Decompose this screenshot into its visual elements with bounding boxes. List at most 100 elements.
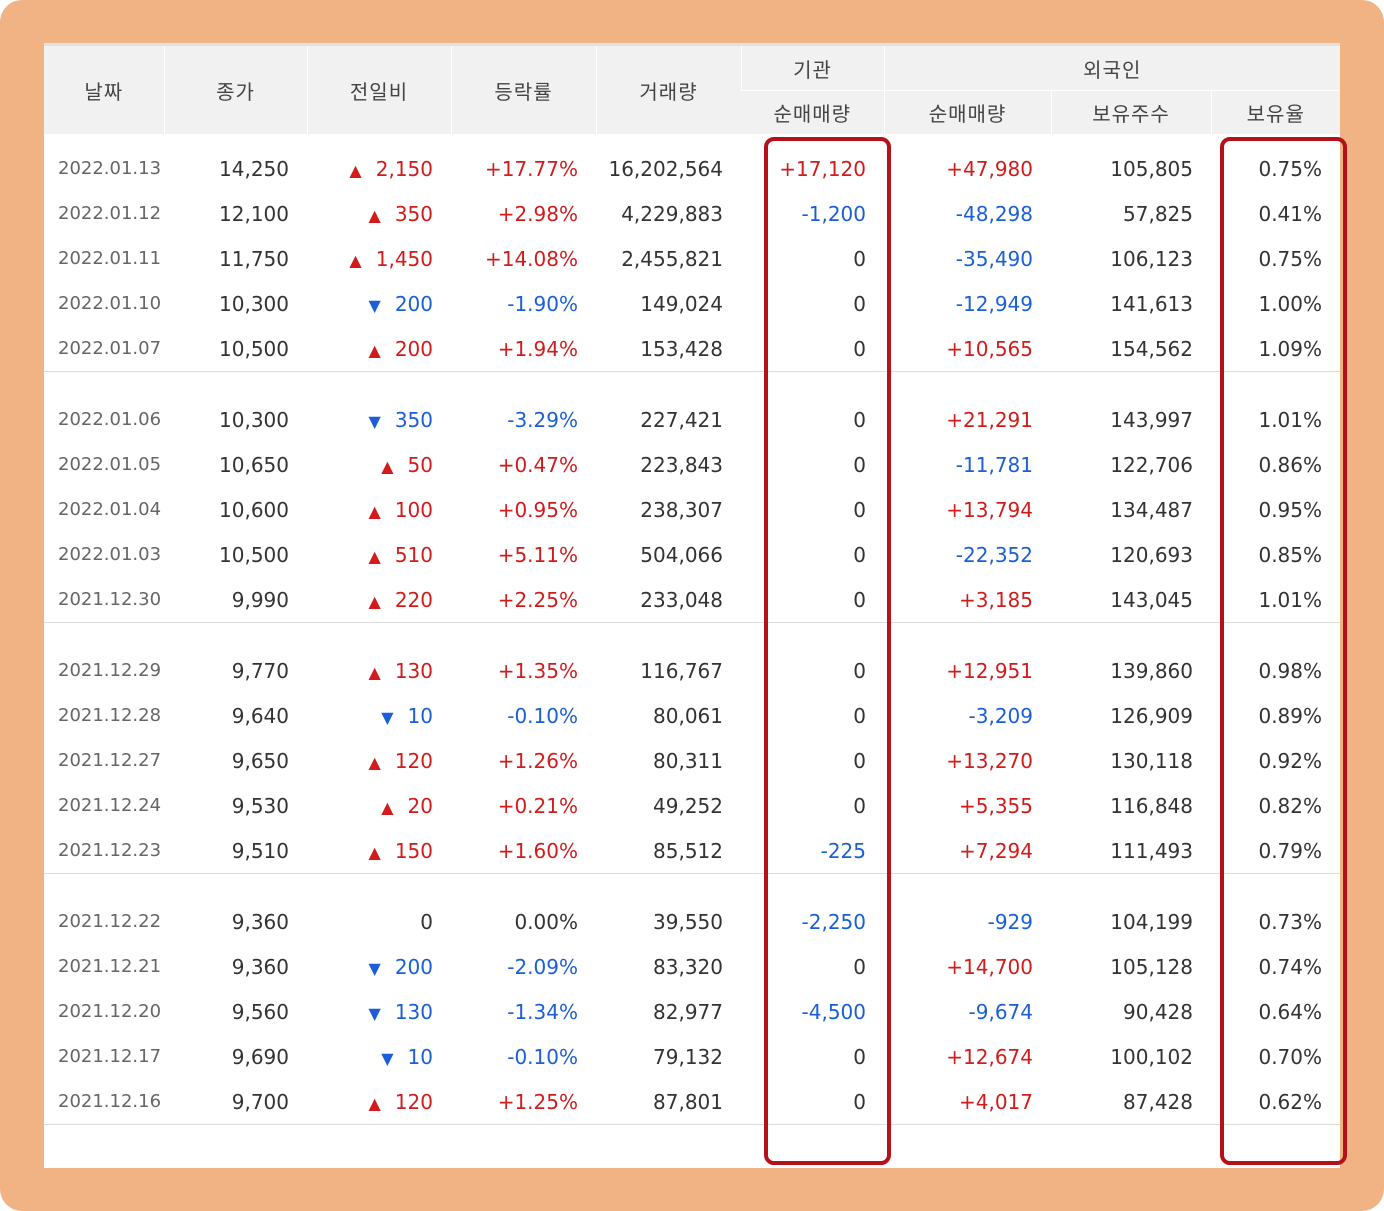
cell-rate: +0.95% bbox=[497, 497, 578, 522]
cell-change: ▲ 100 bbox=[307, 487, 451, 532]
cell-inst-net: 0 bbox=[853, 497, 866, 522]
cell-volume: 85,512 bbox=[653, 838, 723, 863]
cell-rate: +0.47% bbox=[497, 452, 578, 477]
cell-volume: 504,066 bbox=[640, 542, 723, 567]
change-value: 100 bbox=[394, 497, 433, 522]
down-triangle-icon: ▼ bbox=[368, 1003, 381, 1023]
cell-volume: 16,202,564 bbox=[608, 156, 723, 181]
cell-change: ▲ 220 bbox=[307, 577, 451, 623]
cell-change: ▲ 150 bbox=[307, 828, 451, 874]
header-foreign-shares: 보유주수 bbox=[1050, 90, 1211, 134]
header-rate: 등락률 bbox=[450, 44, 596, 134]
cell-foreign-shares: 143,997 bbox=[1110, 407, 1193, 432]
table-row: 2021.12.24 9,530 ▲ 20 +0.21% 49,252 0 +5,355 116… bbox=[44, 783, 1340, 828]
table-row: 2022.01.04 10,600 ▲ 100 +0.95% 238,307 0 +13,79… bbox=[44, 487, 1340, 532]
cell-inst-net: 0 bbox=[853, 452, 866, 477]
cell-date: 2021.12.28 bbox=[58, 705, 162, 726]
cell-rate: +2.25% bbox=[497, 587, 578, 612]
cell-change: ▼ 10 bbox=[307, 1034, 451, 1079]
cell-rate: -0.10% bbox=[507, 1044, 578, 1069]
table-row: 2021.12.29 9,770 ▲ 130 +1.35% 116,767 0 +12,951… bbox=[44, 648, 1340, 693]
cell-foreign-net: +13,794 bbox=[946, 497, 1033, 522]
cell-change: 0 bbox=[307, 899, 451, 944]
cell-close: 12,100 bbox=[219, 201, 289, 226]
change-value: 200 bbox=[394, 336, 433, 361]
cell-inst-net: 0 bbox=[853, 748, 866, 773]
cell-close: 10,500 bbox=[219, 542, 289, 567]
cell-foreign-net: +12,674 bbox=[946, 1044, 1033, 1069]
cell-foreign-net: +12,951 bbox=[946, 658, 1033, 683]
change-value: 2,150 bbox=[375, 156, 433, 181]
cell-date: 2022.01.06 bbox=[58, 409, 162, 430]
cell-date: 2022.01.10 bbox=[58, 293, 162, 314]
cell-foreign-net: -3,209 bbox=[968, 703, 1033, 728]
cell-volume: 80,061 bbox=[653, 703, 723, 728]
table-row: 2021.12.21 9,360 ▼ 200 -2.09% 83,320 0 +14,700 1… bbox=[44, 944, 1340, 989]
cell-rate: +1.25% bbox=[497, 1089, 578, 1114]
cell-date: 2021.12.30 bbox=[58, 589, 162, 610]
cell-foreign-net: +3,185 bbox=[958, 587, 1033, 612]
cell-close: 9,360 bbox=[231, 954, 289, 979]
cell-date: 2021.12.20 bbox=[58, 1001, 162, 1022]
cell-close: 9,640 bbox=[231, 703, 289, 728]
cell-foreign-net: +5,355 bbox=[958, 793, 1033, 818]
cell-change: ▲ 510 bbox=[307, 532, 451, 577]
cell-rate: -2.09% bbox=[507, 954, 578, 979]
table-row: 2021.12.16 9,700 ▲ 120 +1.25% 87,801 0 +4,017 87… bbox=[44, 1079, 1340, 1125]
cell-foreign-ratio: 0.73% bbox=[1258, 909, 1323, 934]
cell-rate: +0.21% bbox=[497, 793, 578, 818]
stock-trading-panel: 날짜 종가 전일비 등락률 거래량 기관 외국인 순매매량 순매매량 보유주수 … bbox=[44, 43, 1340, 1168]
cell-foreign-ratio: 0.75% bbox=[1258, 156, 1323, 181]
cell-foreign-ratio: 0.95% bbox=[1258, 497, 1323, 522]
table-row: 2022.01.11 11,750 ▲ 1,450 +14.08% 2,455,821 0 -… bbox=[44, 236, 1340, 281]
cell-foreign-net: -48,298 bbox=[955, 201, 1033, 226]
cell-foreign-ratio: 0.89% bbox=[1258, 703, 1323, 728]
cell-date: 2021.12.23 bbox=[58, 840, 162, 861]
down-triangle-icon: ▼ bbox=[381, 1048, 394, 1068]
cell-foreign-shares: 116,848 bbox=[1110, 793, 1193, 818]
change-value: 350 bbox=[394, 407, 433, 432]
cell-rate: +17.77% bbox=[484, 156, 578, 181]
change-value: 120 bbox=[394, 1089, 433, 1114]
cell-date: 2022.01.13 bbox=[58, 158, 162, 179]
header-volume: 거래량 bbox=[595, 44, 741, 134]
cell-date: 2022.01.07 bbox=[58, 338, 162, 359]
cell-rate: -3.29% bbox=[507, 407, 578, 432]
change-value: 10 bbox=[407, 703, 433, 728]
cell-inst-net: 0 bbox=[853, 1044, 866, 1069]
cell-inst-net: 0 bbox=[853, 291, 866, 316]
cell-foreign-net: +7,294 bbox=[958, 838, 1033, 863]
table-row: 2021.12.22 9,360 0 0.00% 39,550 -2,250 -929 104… bbox=[44, 899, 1340, 944]
up-triangle-icon: ▲ bbox=[349, 250, 362, 270]
cell-rate: +1.94% bbox=[497, 336, 578, 361]
cell-inst-net: 0 bbox=[853, 246, 866, 271]
down-triangle-icon: ▼ bbox=[381, 707, 394, 727]
cell-rate: 0.00% bbox=[514, 909, 578, 934]
header-institution: 기관 bbox=[740, 44, 884, 91]
table-row: 2021.12.17 9,690 ▼ 10 -0.10% 79,132 0 +12,674 10… bbox=[44, 1034, 1340, 1079]
cell-close: 9,360 bbox=[231, 909, 289, 934]
cell-rate: -1.34% bbox=[507, 999, 578, 1024]
cell-foreign-shares: 105,805 bbox=[1110, 156, 1193, 181]
cell-change: ▲ 350 bbox=[307, 191, 451, 236]
cell-close: 9,650 bbox=[231, 748, 289, 773]
cell-foreign-ratio: 0.86% bbox=[1258, 452, 1323, 477]
cell-volume: 82,977 bbox=[653, 999, 723, 1024]
cell-foreign-shares: 57,825 bbox=[1123, 201, 1193, 226]
cell-inst-net: -1,200 bbox=[801, 201, 866, 226]
cell-foreign-ratio: 0.41% bbox=[1258, 201, 1323, 226]
cell-volume: 227,421 bbox=[640, 407, 723, 432]
trading-table: 날짜 종가 전일비 등락률 거래량 기관 외국인 순매매량 순매매량 보유주수 … bbox=[44, 43, 1340, 1150]
cell-change: ▲ 2,150 bbox=[307, 146, 451, 191]
up-triangle-icon: ▲ bbox=[368, 842, 381, 862]
cell-foreign-net: -35,490 bbox=[955, 246, 1033, 271]
cell-foreign-shares: 139,860 bbox=[1110, 658, 1193, 683]
cell-foreign-shares: 87,428 bbox=[1123, 1089, 1193, 1114]
change-value: 10 bbox=[407, 1044, 433, 1069]
cell-volume: 2,455,821 bbox=[621, 246, 723, 271]
change-value: 130 bbox=[394, 658, 433, 683]
cell-volume: 49,252 bbox=[653, 793, 723, 818]
cell-rate: -1.90% bbox=[507, 291, 578, 316]
cell-date: 2022.01.12 bbox=[58, 203, 162, 224]
